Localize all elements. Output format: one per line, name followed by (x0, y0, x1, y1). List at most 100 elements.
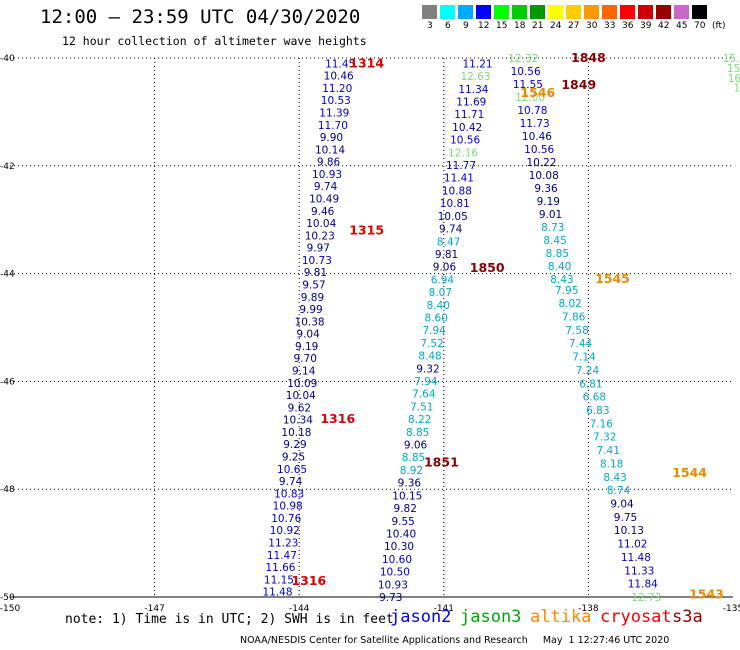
legend-swatch (458, 5, 473, 19)
swh-value: 11.41 (444, 173, 474, 185)
swh-value: 10.56 (524, 144, 554, 156)
satellite-jason2: jason2 (390, 607, 452, 627)
legend-label: 15 (496, 21, 508, 31)
legend-label: 70 (694, 21, 706, 31)
swh-value: 11.20 (322, 83, 352, 95)
lon-tick-label: -147 (144, 604, 164, 614)
time-label: 1850 (470, 260, 505, 275)
swh-value: 10.15 (392, 490, 422, 502)
swh-value: 10.46 (522, 131, 552, 143)
time-label: 1849 (561, 77, 596, 92)
swh-value: 8.40 (548, 261, 571, 273)
swh-value: 9.19 (295, 341, 318, 353)
legend-swatch (656, 5, 671, 19)
legend-label: 18 (514, 21, 526, 31)
lat-tick-label: -46 (0, 377, 15, 387)
swh-value: 15.59 (723, 53, 740, 65)
swh-value: 9.75 (614, 512, 637, 524)
swh-value: 9.04 (610, 498, 634, 510)
swh-value: 10.34 (283, 415, 313, 427)
swh-value: 7.44 (569, 338, 593, 350)
satellite-s3a: s3a (672, 607, 703, 627)
time-label: 1546 (520, 85, 555, 100)
swh-value: 9.19 (537, 196, 560, 208)
swh-value: 8.45 (543, 235, 566, 247)
swh-value: 10.56 (450, 135, 480, 147)
credit-line: NOAA/NESDIS Center for Satellite Applica… (240, 635, 669, 646)
swh-value: 9.62 (288, 402, 311, 414)
swh-value: 10.18 (281, 427, 311, 439)
page-subtitle: 12 hour collection of altimeter wave hei… (62, 34, 367, 48)
legend-swatch (674, 5, 689, 19)
lat-tick-label: -40 (0, 54, 15, 64)
swh-value: 9.04 (296, 329, 320, 341)
swh-value: 9.36 (534, 183, 558, 195)
swh-value: 11.02 (617, 539, 647, 551)
swh-value: 12.63 (460, 71, 490, 83)
swh-value: 9.01 (539, 209, 562, 221)
legend-swatch (638, 5, 653, 19)
swh-value: 10.60 (382, 554, 412, 566)
swh-value: 8.85 (402, 452, 425, 464)
lon-tick-label: -141 (434, 604, 454, 614)
legend-swatch (620, 5, 635, 19)
swh-value: 9.29 (283, 439, 306, 451)
swh-value: 6.68 (583, 392, 606, 404)
swh-value: 10.22 (526, 157, 556, 169)
swh-value: 11.15 (264, 574, 294, 586)
lat-tick-label: -50 (0, 593, 15, 603)
swh-value: 9.81 (304, 267, 327, 279)
swh-value: 7.41 (597, 445, 620, 457)
legend-unit: (ft) (712, 21, 726, 31)
legend-swatch (584, 5, 599, 19)
legend-label: 27 (568, 21, 580, 31)
swh-value: 8.43 (603, 472, 626, 484)
legend-label: 30 (586, 21, 598, 31)
swh-value: 10.05 (438, 211, 468, 223)
swh-value: 6.81 (579, 378, 602, 390)
swh-value: 10.93 (312, 169, 342, 181)
swh-value: 10.76 (271, 513, 301, 525)
swh-value: 11.39 (319, 108, 349, 120)
time-label: 1851 (424, 454, 459, 469)
swh-value: 9.74 (314, 181, 338, 193)
legend-label: 36 (622, 21, 634, 31)
swh-value: 9.86 (317, 157, 341, 169)
swh-value: 10.46 (324, 71, 354, 83)
swh-value: 11.73 (520, 118, 550, 130)
swh-value: 8.43 (550, 274, 573, 286)
swh-value: 10.98 (273, 501, 303, 513)
timestamp: May 1 12:27:46 UTC 2020 (542, 635, 670, 646)
time-label: 1543 (689, 586, 724, 601)
swh-value: 10.56 (511, 66, 541, 78)
swh-value: 9.06 (433, 262, 457, 274)
swh-value: 11.33 (624, 565, 654, 577)
swh-value: 10.40 (386, 528, 416, 540)
legend-label: 9 (463, 21, 469, 31)
swh-value: 10.83 (274, 488, 304, 500)
swh-value: 10.73 (302, 255, 332, 267)
swh-value: 7.14 (572, 352, 596, 364)
swh-value: 8.47 (437, 236, 460, 248)
swh-value: 15 (734, 83, 740, 95)
lon-tick-label: -138 (578, 604, 599, 614)
lat-tick-label: -48 (0, 485, 15, 495)
swh-value: 7.32 (593, 432, 616, 444)
swh-value: 7.64 (412, 389, 436, 401)
swh-value: 9.74 (439, 224, 463, 236)
swh-value: 7.95 (555, 285, 578, 297)
swh-value: 11.70 (318, 120, 348, 132)
legend-swatch (692, 5, 707, 19)
swh-value: 8.85 (406, 427, 429, 439)
legend-swatch (476, 5, 491, 19)
swh-value: 11.48 (262, 587, 292, 599)
swh-value: 10.04 (286, 390, 316, 402)
swh-value: 9.90 (320, 132, 343, 144)
swh-value: 9.46 (311, 206, 335, 218)
legend-swatch (548, 5, 563, 19)
swh-value: 9.25 (282, 451, 305, 463)
swh-value: 8.22 (408, 414, 431, 426)
swh-value: 11.77 (446, 160, 476, 172)
swh-value: 9.73 (379, 592, 402, 604)
